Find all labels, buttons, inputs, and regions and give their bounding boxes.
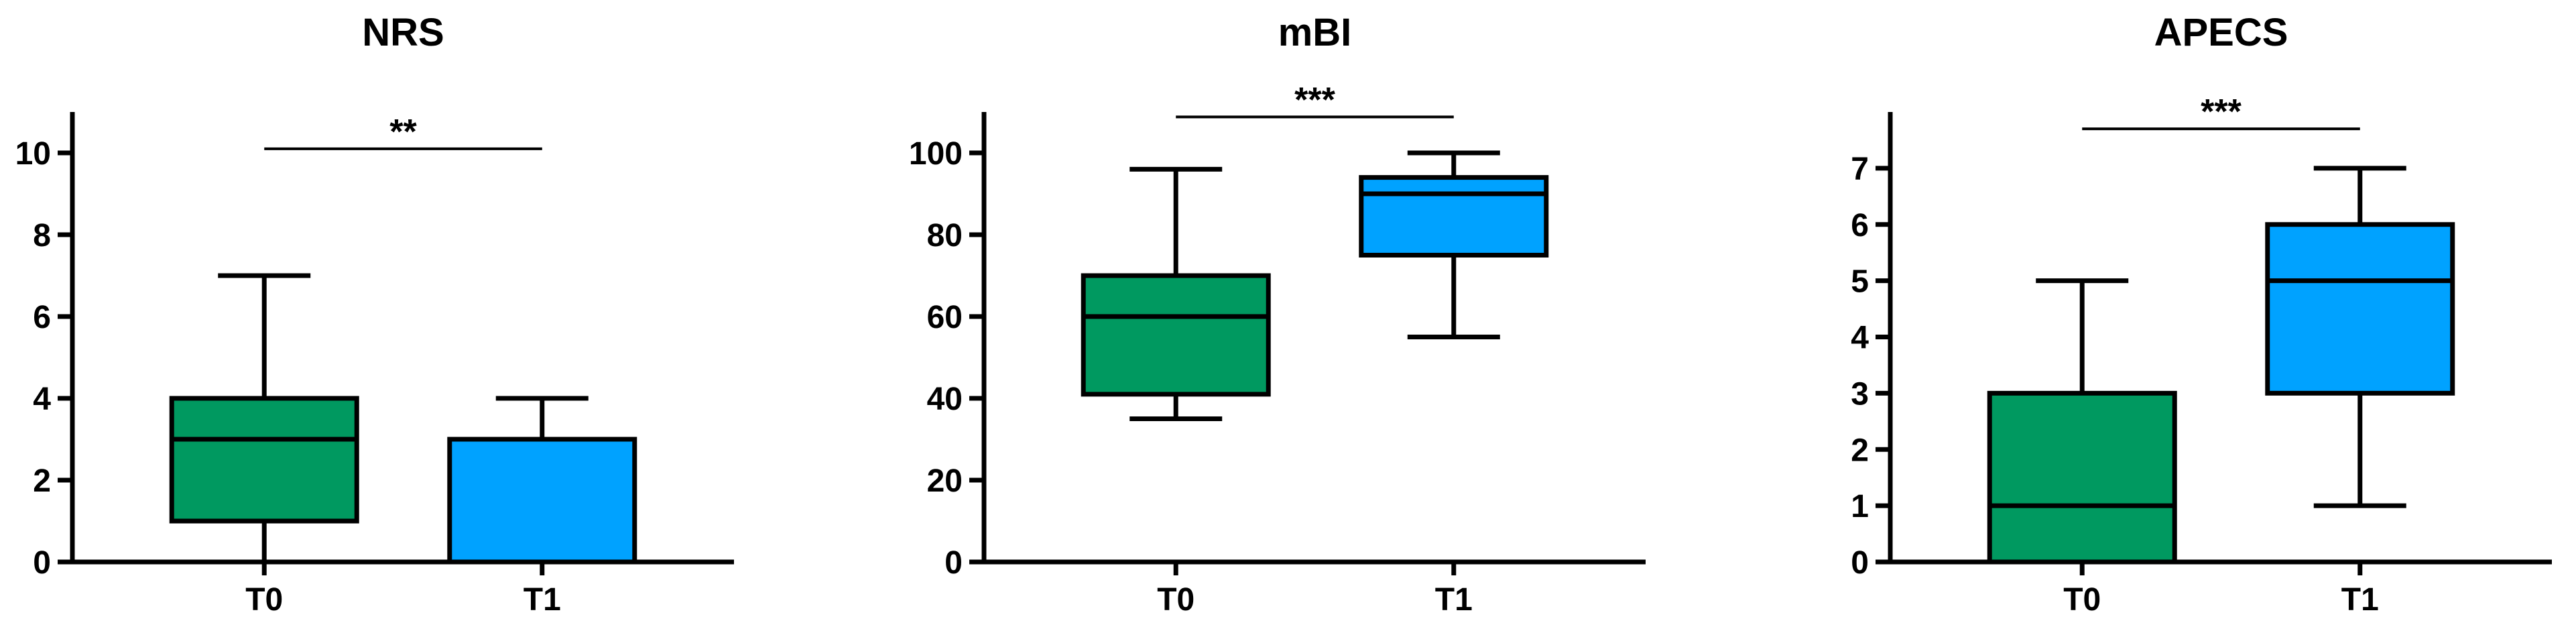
y-tick-label: 1: [1851, 489, 1869, 524]
y-tick-label: 0: [33, 545, 51, 581]
y-tick-label: 20: [927, 463, 963, 499]
y-tick-label: 2: [1851, 433, 1869, 468]
box: [1359, 175, 1549, 258]
chart-title: mBI: [1278, 11, 1352, 54]
significance-label: **: [389, 113, 417, 152]
y-tick-label: 100: [909, 136, 963, 172]
y-tick-label: 80: [927, 218, 963, 253]
y-tick-label: 4: [1851, 321, 1869, 356]
y-tick-label: 6: [33, 300, 51, 335]
x-tick-label: T1: [1435, 582, 1473, 618]
box: [1081, 273, 1271, 397]
significance-label: ***: [1294, 80, 1335, 119]
box: [447, 437, 637, 565]
y-tick-label: 6: [1851, 208, 1869, 243]
y-tick-label: 60: [927, 300, 963, 335]
chart-title: NRS: [362, 11, 444, 54]
x-tick-label: T0: [1157, 582, 1194, 618]
y-tick-label: 5: [1851, 264, 1869, 300]
x-tick-label: T0: [2063, 582, 2101, 618]
y-tick-label: 7: [1851, 152, 1869, 187]
x-tick-label: T0: [245, 582, 283, 618]
y-tick-label: 2: [33, 463, 51, 499]
box: [169, 396, 359, 524]
x-tick-label: T1: [2341, 582, 2379, 618]
chart-title: APECS: [2154, 11, 2288, 54]
box: [2265, 222, 2455, 396]
box: [1987, 390, 2177, 565]
y-tick-label: 4: [33, 382, 51, 417]
y-tick-label: 40: [927, 382, 963, 417]
x-tick-label: T1: [524, 582, 561, 618]
y-tick-label: 8: [33, 218, 51, 253]
y-tick-label: 0: [1851, 545, 1869, 581]
significance-label: ***: [2201, 93, 2242, 131]
y-tick-label: 3: [1851, 376, 1869, 412]
y-tick-label: 10: [15, 136, 51, 172]
y-tick-label: 0: [944, 545, 963, 581]
